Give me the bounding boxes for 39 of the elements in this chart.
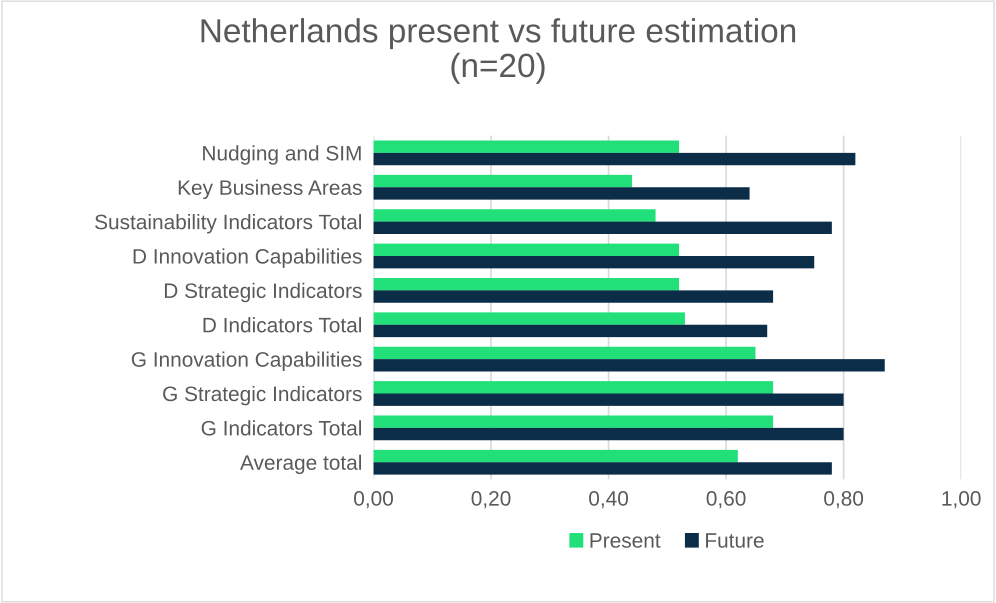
y-tick-label: G Indicators Total [202, 420, 362, 436]
bar [374, 450, 738, 462]
bar [374, 393, 844, 406]
bar [374, 324, 768, 338]
y-tick-label: G Strategic Indicators [163, 386, 362, 406]
x-tick-label: 0,40 [589, 491, 628, 508]
x-tick-label: 0,60 [706, 491, 746, 508]
x-tick-label: 0,80 [824, 491, 864, 508]
bar [374, 140, 680, 153]
bar [374, 256, 814, 268]
bar [374, 174, 632, 188]
bar [374, 222, 832, 234]
x-tick-label: 0,00 [354, 491, 393, 508]
x-tick-label: 0,20 [472, 491, 510, 508]
y-tick-label: Nudging and SIM [203, 145, 361, 165]
bar [374, 152, 856, 166]
y-tick-label: G Innovation Capabilities [132, 352, 362, 371]
y-tick-label: Key Business Areas [178, 180, 362, 200]
bar [374, 209, 656, 222]
y-tick-label: D Strategic Indicators [164, 282, 362, 302]
chart-title: Netherlands present vs future estimation (n=20) [202, 18, 796, 84]
x-tick-label: 1,00 [942, 491, 981, 508]
bar [374, 359, 885, 372]
bar [374, 244, 680, 256]
bar [374, 187, 750, 200]
y-tick-label: D Innovation Capabilities [134, 248, 362, 268]
bar [374, 415, 774, 428]
bar [374, 428, 844, 440]
bar [374, 346, 756, 360]
legend-label: Present [590, 533, 660, 548]
y-tick-label: Average total [240, 454, 362, 474]
bar [374, 462, 832, 475]
bar [374, 312, 685, 325]
bar [374, 290, 774, 303]
bar [374, 381, 774, 394]
bar [374, 278, 680, 290]
y-tick-label: D Indicators Total [204, 317, 362, 332]
y-tick-label: Sustainability Indicators Total [95, 214, 362, 234]
legend-label: Future [706, 533, 764, 548]
